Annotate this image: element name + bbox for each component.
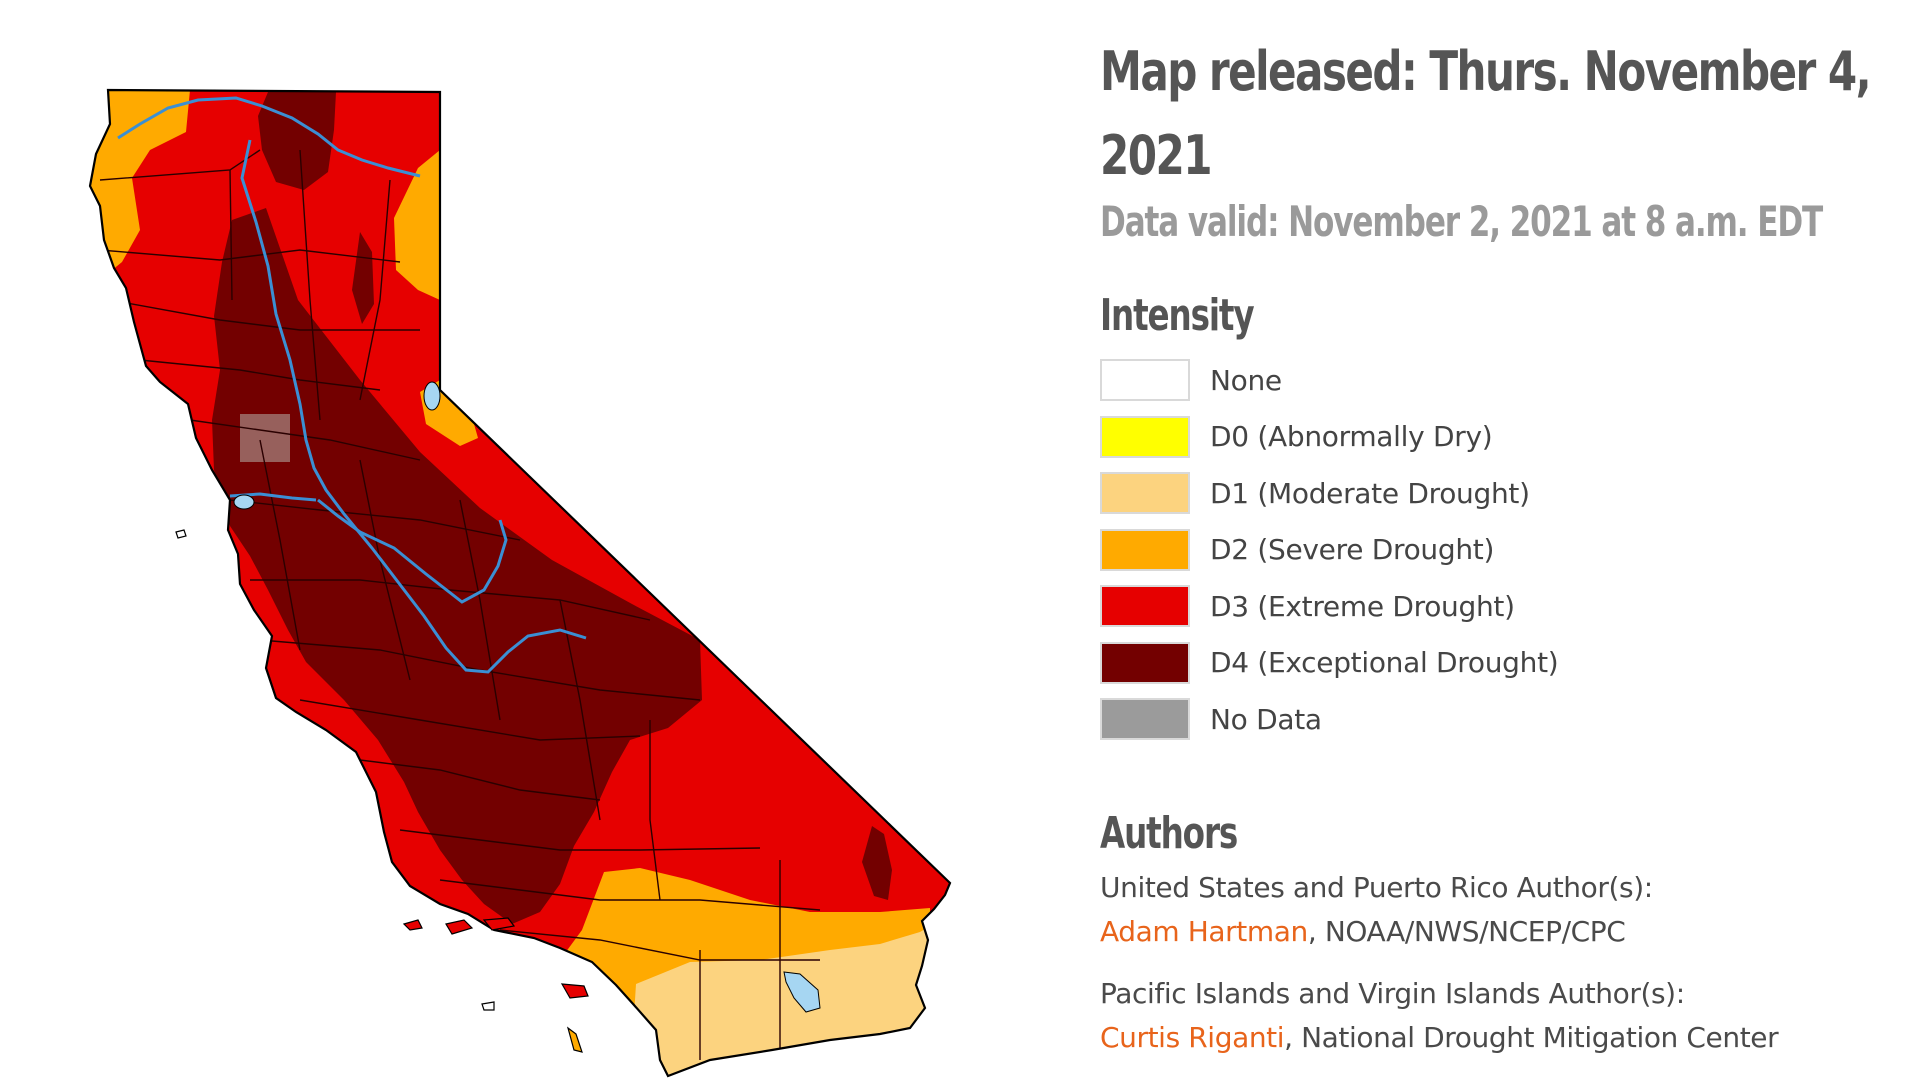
legend-label: D2 (Severe Drought) [1210, 533, 1495, 567]
d4-sacramento-valley-region [212, 208, 702, 924]
legend-item-d4: D4 (Exceptional Drought) [1100, 635, 1890, 692]
island-santa-cruz [482, 917, 516, 931]
d4-mojave-pocket-region [862, 826, 892, 900]
klamath-river [117, 96, 421, 178]
drought-map[interactable] [0, 0, 1060, 1080]
legend-swatch [1100, 415, 1190, 458]
authors-heading: Authors [1100, 807, 1238, 859]
san-joaquin-river [317, 498, 508, 604]
legend-label: No Data [1210, 702, 1322, 736]
author-line: Adam Hartman, NOAA/NWS/NCEP/CPC [1100, 910, 1890, 954]
info-panel: Map released: Thurs. November 4, 2021 Da… [1100, 30, 1890, 1060]
lake-tahoe [423, 381, 441, 411]
water-bodies [233, 381, 821, 1013]
california-map-svg [88, 88, 952, 1078]
legend-swatch [1100, 528, 1190, 571]
author-group-pacific: Pacific Islands and Virgin Islands Autho… [1100, 972, 1890, 1060]
legend-item-none: None [1100, 352, 1890, 409]
d4-north-region [258, 92, 336, 190]
island-san-clemente [566, 1026, 583, 1053]
sf-bay [233, 494, 255, 510]
author-link-curtis-riganti[interactable]: Curtis Riganti [1100, 1020, 1285, 1054]
author-group-us: United States and Puerto Rico Author(s):… [1100, 866, 1890, 954]
author-line: Curtis Riganti, National Drought Mitigat… [1100, 1016, 1890, 1060]
intensity-legend: None D0 (Abnormally Dry) D1 (Moderate Dr… [1100, 352, 1890, 748]
legend-swatch [1100, 641, 1190, 684]
author-affiliation: , NOAA/NWS/NCEP/CPC [1307, 914, 1626, 948]
map-released-title: Map released: Thurs. November 4, 2021 [1100, 40, 1872, 187]
island-catalina [560, 983, 589, 999]
drought-fill-layer [90, 90, 950, 1076]
intensity-heading: Intensity [1100, 290, 1255, 341]
d4-northeast-pocket-region [352, 232, 374, 324]
author-link-adam-hartman[interactable]: Adam Hartman [1100, 914, 1308, 948]
salton-sea [783, 971, 821, 1013]
island-san-nicolas [481, 1001, 495, 1011]
legend-swatch [1100, 698, 1190, 741]
island-santa-rosa [445, 919, 474, 935]
legend-item-d2: D2 (Severe Drought) [1100, 522, 1890, 579]
california-outline [88, 88, 952, 1078]
sacramento-river [240, 139, 587, 674]
island-farallon [175, 529, 187, 539]
legend-label: D3 (Extreme Drought) [1210, 589, 1515, 623]
legend-swatch [1100, 585, 1190, 628]
author-region-label: Pacific Islands and Virgin Islands Autho… [1100, 976, 1685, 1010]
legend-item-no-data: No Data [1100, 691, 1890, 748]
author-affiliation: , National Drought Mitigation Center [1284, 1020, 1779, 1054]
legend-item-d1: D1 (Moderate Drought) [1100, 465, 1890, 522]
legend-item-d3: D3 (Extreme Drought) [1100, 578, 1890, 635]
legend-item-d0: D0 (Abnormally Dry) [1100, 409, 1890, 466]
d2-northeast-region [394, 150, 440, 300]
legend-swatch [1100, 359, 1190, 402]
legend-label: None [1210, 363, 1282, 397]
channel-islands [175, 529, 589, 1053]
island-san-miguel [402, 919, 423, 931]
legend-swatch [1100, 472, 1190, 515]
author-region-label: United States and Puerto Rico Author(s): [1100, 870, 1653, 904]
gray-no-data-region [240, 414, 290, 462]
legend-label: D1 (Moderate Drought) [1210, 476, 1530, 510]
legend-label: D4 (Exceptional Drought) [1210, 646, 1559, 680]
data-valid-subtitle: Data valid: November 2, 2021 at 8 a.m. E… [1100, 197, 1823, 246]
legend-label: D0 (Abnormally Dry) [1210, 420, 1493, 454]
